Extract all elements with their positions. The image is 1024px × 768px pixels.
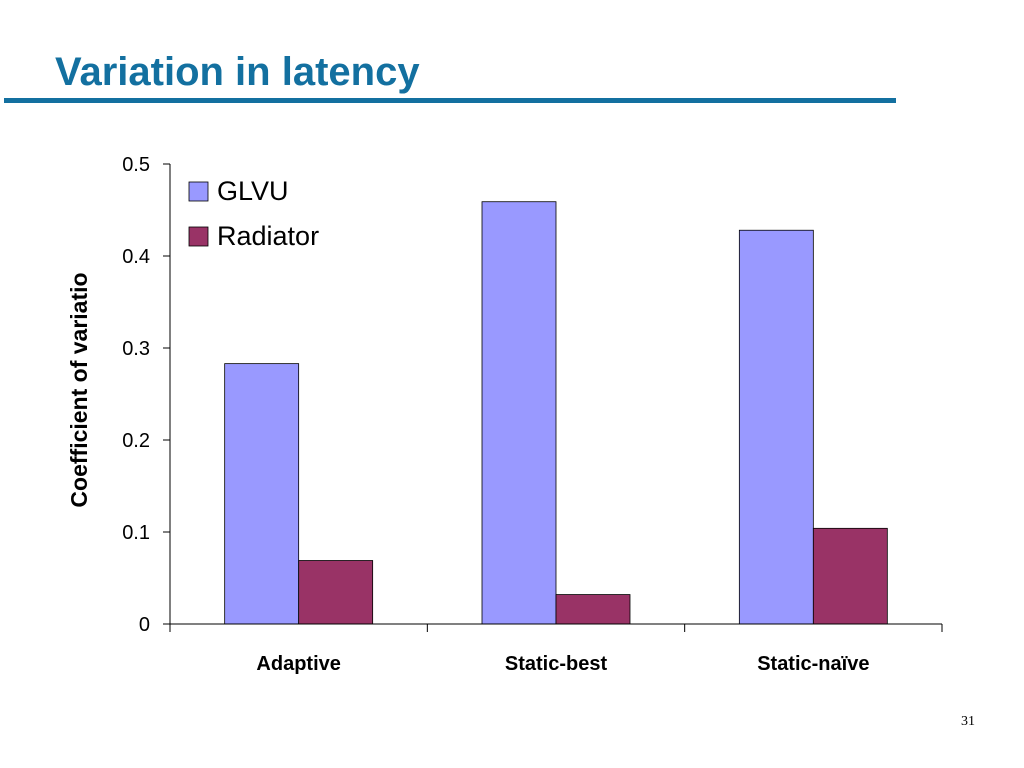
x-tick-label: Static-naïve (757, 653, 869, 675)
bar-chart: Adaptive Static-best Static-naïve 0 0.1 0.2 0.… (66, 154, 943, 675)
y-axis-label: Coefficient of variatio (66, 272, 92, 507)
y-tick-label: 0.4 (122, 246, 150, 268)
title-underline (4, 98, 896, 103)
bars-group (224, 201, 888, 625)
legend-label-glvu: GLVU (217, 176, 289, 206)
legend-swatch-glvu (188, 181, 209, 202)
bar-glvu-3 (738, 229, 814, 625)
y-tick-label: 0.2 (122, 430, 150, 452)
legend-swatch-radiator (188, 226, 209, 247)
y-tick-label: 0.5 (122, 154, 150, 176)
slide-title: Variation in latency (55, 50, 420, 94)
legend-label-radiator: Radiator (217, 221, 319, 251)
bar-glvu-1 (224, 363, 300, 625)
bar-radiator-1 (298, 560, 374, 625)
y-tick-label: 0.1 (122, 522, 150, 544)
legend: GLVU Radiator (188, 176, 319, 251)
y-tick-label: 0 (139, 614, 150, 636)
y-tick-label: 0.3 (122, 338, 150, 360)
axes-group: Adaptive Static-best Static-naïve 0 0.1 0.2 0.… (122, 154, 943, 675)
x-tick-label: Adaptive (256, 653, 340, 675)
slide-number: 31 (961, 714, 975, 729)
bar-glvu-2 (481, 201, 557, 625)
bar-radiator-2 (555, 594, 631, 625)
bar-radiator-3 (812, 527, 888, 625)
x-tick-label: Static-best (505, 653, 608, 675)
